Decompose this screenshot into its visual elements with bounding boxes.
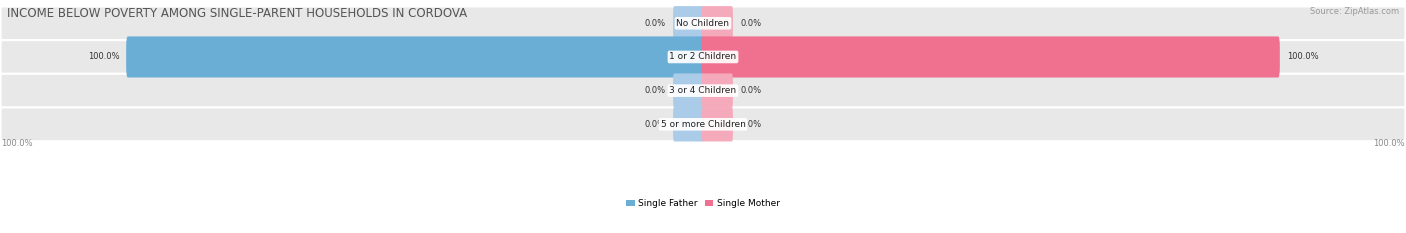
FancyBboxPatch shape	[0, 40, 1406, 74]
Text: 100.0%: 100.0%	[1286, 52, 1319, 62]
Text: 0.0%: 0.0%	[644, 19, 665, 28]
FancyBboxPatch shape	[0, 74, 1406, 107]
Text: Source: ZipAtlas.com: Source: ZipAtlas.com	[1310, 7, 1399, 16]
FancyBboxPatch shape	[673, 73, 704, 108]
FancyBboxPatch shape	[702, 73, 733, 108]
Text: 100.0%: 100.0%	[1, 139, 32, 148]
FancyBboxPatch shape	[702, 6, 733, 41]
Text: INCOME BELOW POVERTY AMONG SINGLE-PARENT HOUSEHOLDS IN CORDOVA: INCOME BELOW POVERTY AMONG SINGLE-PARENT…	[7, 7, 467, 20]
FancyBboxPatch shape	[673, 107, 704, 141]
Text: 0.0%: 0.0%	[741, 120, 762, 129]
FancyBboxPatch shape	[702, 36, 1279, 78]
Text: 100.0%: 100.0%	[87, 52, 120, 62]
FancyBboxPatch shape	[0, 7, 1406, 40]
Text: 1 or 2 Children: 1 or 2 Children	[669, 52, 737, 62]
Text: 5 or more Children: 5 or more Children	[661, 120, 745, 129]
Text: 0.0%: 0.0%	[741, 86, 762, 95]
Legend: Single Father, Single Mother: Single Father, Single Mother	[623, 196, 783, 212]
FancyBboxPatch shape	[127, 36, 704, 78]
Text: 0.0%: 0.0%	[644, 120, 665, 129]
FancyBboxPatch shape	[702, 107, 733, 141]
FancyBboxPatch shape	[0, 107, 1406, 141]
Text: No Children: No Children	[676, 19, 730, 28]
Text: 0.0%: 0.0%	[741, 19, 762, 28]
Text: 100.0%: 100.0%	[1374, 139, 1405, 148]
Text: 3 or 4 Children: 3 or 4 Children	[669, 86, 737, 95]
Text: 0.0%: 0.0%	[644, 86, 665, 95]
FancyBboxPatch shape	[673, 6, 704, 41]
